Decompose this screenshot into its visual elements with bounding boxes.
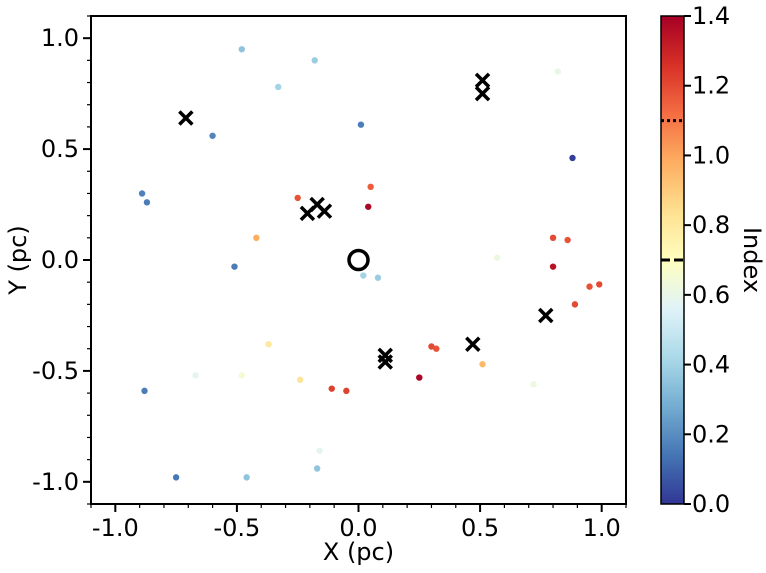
colorbar-tick-label: 0.0 [692, 490, 730, 518]
colorbar-tick-label: 1.4 [692, 2, 730, 30]
data-point [367, 183, 374, 190]
colorbar-frame [660, 15, 685, 505]
data-point [143, 199, 151, 206]
data-point [530, 381, 537, 388]
data-point [141, 387, 148, 395]
x-tick-label: 0.5 [461, 514, 499, 542]
data-points [138, 46, 603, 481]
data-point [313, 465, 321, 472]
data-point [428, 343, 435, 350]
data-point [316, 447, 323, 454]
x-tick-label: 1.0 [583, 514, 621, 542]
x-tick-label: -1.0 [92, 514, 139, 542]
x-marker [474, 72, 491, 89]
data-point [238, 46, 245, 53]
data-point [596, 281, 603, 288]
data-point [172, 474, 180, 481]
data-point [253, 234, 260, 242]
y-tick-label: 0.5 [41, 135, 79, 163]
data-point [433, 345, 440, 352]
plot-area [138, 46, 603, 481]
x-markers [178, 72, 554, 370]
colorbar: 0.0 0.2 0.4 0.6 0.8 1.0 1.2 1.4 Index [660, 2, 766, 518]
data-point [365, 203, 372, 210]
x-axis-ticks: -1.0 -0.5 0.0 0.5 1.0 [90, 504, 627, 542]
x-axis-label: X (pc) [323, 538, 394, 566]
data-point [416, 374, 423, 381]
x-marker [465, 336, 481, 353]
data-point [192, 372, 199, 379]
data-point [243, 474, 250, 481]
x-marker [538, 307, 554, 324]
data-point [357, 121, 365, 128]
data-point [360, 272, 367, 279]
colorbar-gradient [661, 16, 684, 504]
data-point [564, 236, 571, 244]
plot-frame [90, 15, 627, 505]
data-point [328, 385, 335, 392]
data-point [554, 68, 562, 75]
x-marker [474, 85, 491, 102]
colorbar-tick-label: 0.8 [692, 211, 730, 239]
data-point [294, 194, 301, 202]
colorbar-ticks: 0.0 0.2 0.4 0.6 0.8 1.0 1.2 1.4 [684, 2, 730, 518]
colorbar-tick-label: 0.6 [692, 281, 730, 309]
colorbar-tick-label: 1.0 [692, 141, 730, 169]
y-axis-ticks: -1.0 -0.5 0.0 0.5 1.0 [32, 15, 91, 505]
y-tick-label: -1.0 [32, 468, 79, 496]
data-point [296, 376, 304, 383]
colorbar-tick-label: 1.2 [692, 72, 730, 100]
center-marker [347, 248, 370, 272]
data-point [493, 254, 501, 261]
x-marker [377, 354, 393, 370]
y-tick-label: -0.5 [32, 357, 79, 385]
data-point [586, 283, 593, 290]
colorbar-reference-lines [661, 119, 684, 262]
data-point [265, 341, 272, 348]
data-point [231, 263, 238, 270]
data-point [374, 274, 382, 281]
data-point [275, 83, 282, 91]
data-point [209, 132, 216, 139]
x-marker [178, 110, 194, 126]
colorbar-label: Index [738, 227, 766, 293]
colorbar-tick-label: 0.4 [692, 351, 730, 379]
y-axis-label: Y (pc) [4, 225, 32, 295]
x-tick-label: -0.5 [213, 514, 260, 542]
colorbar-tick-label: 0.2 [692, 420, 730, 448]
y-tick-label: 0.0 [41, 246, 79, 274]
data-point [238, 372, 245, 379]
data-point [138, 190, 146, 197]
x-marker [316, 203, 333, 219]
data-point [479, 361, 486, 368]
center-marker-layer [347, 248, 370, 272]
data-point [311, 57, 318, 64]
data-point [569, 154, 576, 162]
data-point [343, 387, 350, 395]
data-point [549, 263, 557, 270]
y-tick-label: 1.0 [41, 24, 79, 52]
data-point [549, 234, 557, 242]
data-point [571, 301, 579, 308]
x-tick-label: 0.0 [339, 514, 377, 542]
